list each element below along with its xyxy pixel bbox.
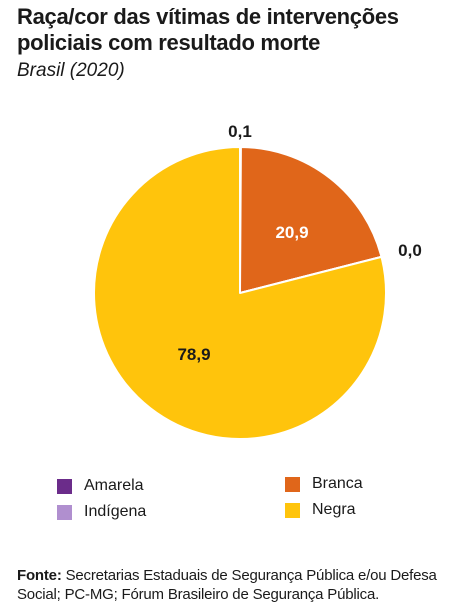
legend-label-branca: Branca: [312, 475, 363, 492]
source-label: Fonte:: [17, 567, 62, 584]
legend-swatch-branca: [285, 476, 300, 492]
legend-item-branca: Branca: [285, 474, 363, 494]
pie-slice-branca: [239, 146, 383, 294]
source-note: Fonte: Secretarias Estaduais de Seguranç…: [17, 566, 457, 604]
slice-label-amarela: 0,1: [228, 122, 252, 141]
slice-label-indigena: 0,0: [398, 241, 422, 260]
chart-subtitle: Brasil (2020): [17, 60, 125, 81]
legend-swatch-amarela: [57, 478, 72, 494]
source-text: Secretarias Estaduais de Segurança Públi…: [17, 567, 437, 603]
slice-label-negra: 78,9: [177, 345, 210, 364]
pie-slice-negra: [93, 146, 387, 440]
legend-item-negra: Negra: [285, 500, 356, 520]
legend-swatch-negra: [285, 502, 300, 518]
legend-label-indigena: Indígena: [84, 503, 147, 520]
legend-swatch-indigena: [57, 504, 72, 520]
legend-label-amarela: Amarela: [84, 477, 144, 494]
legend-item-indigena: Indígena: [57, 502, 146, 522]
slice-label-branca: 20,9: [275, 223, 308, 242]
chart-title: Raça/cor das vítimas de intervenções pol…: [17, 4, 399, 55]
legend-item-amarela: Amarela: [57, 476, 144, 496]
legend-label-negra: Negra: [312, 501, 356, 518]
